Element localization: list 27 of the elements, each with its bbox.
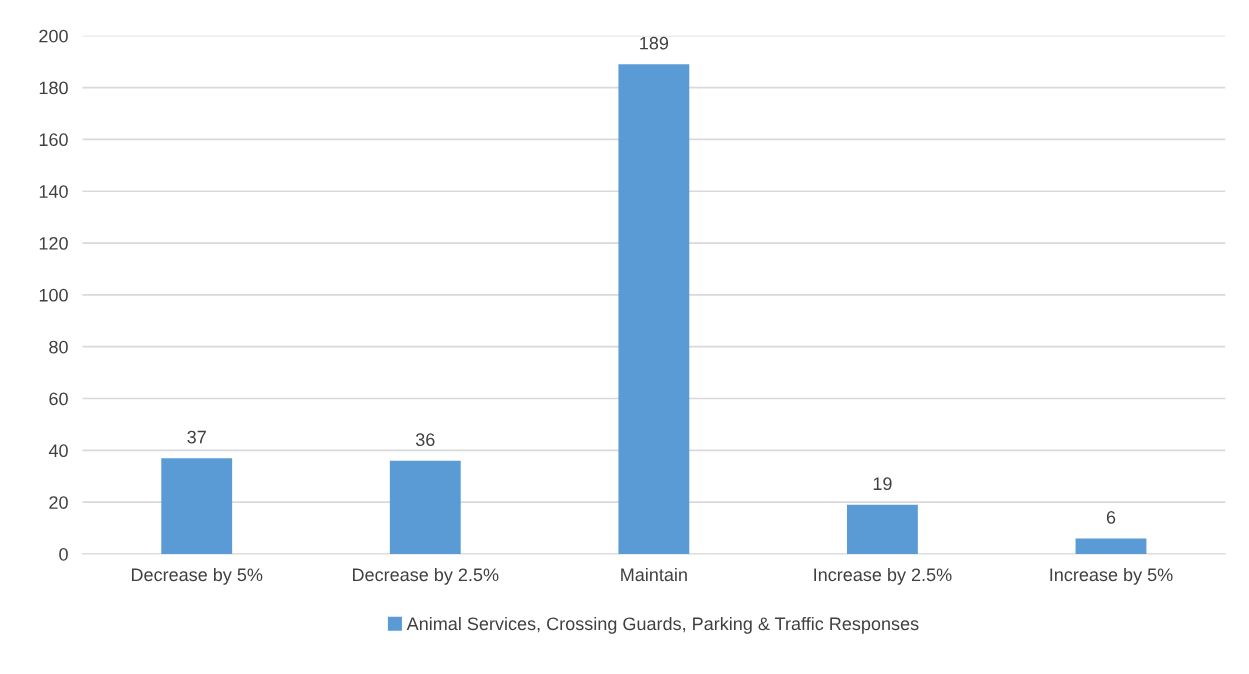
y-tick-label: 100	[39, 288, 68, 302]
data-label: 19	[873, 477, 892, 491]
y-tick-label: 200	[39, 29, 68, 43]
x-tick-label: Decrease by 5%	[131, 567, 263, 585]
legend-label: Animal Services, Crossing Guards, Parking & Traffic Responses	[406, 616, 919, 634]
y-tick-label: 20	[49, 496, 68, 509]
y-tick-label: 180	[39, 81, 68, 95]
bar	[618, 64, 690, 555]
y-tick-label: 160	[39, 133, 68, 147]
x-tick-label: Increase by 5%	[1050, 567, 1173, 585]
y-tick-label: 80	[49, 340, 68, 354]
x-tick-label: Maintain	[621, 567, 687, 582]
bar	[1075, 538, 1147, 555]
bar	[389, 460, 461, 555]
data-label: 36	[415, 433, 435, 447]
bar	[161, 458, 233, 555]
y-tick-label: 60	[49, 392, 68, 406]
y-tick-label: 40	[48, 444, 68, 458]
y-tick-label: 140	[39, 185, 68, 198]
bar	[846, 504, 918, 555]
data-label: 37	[187, 430, 206, 444]
x-tick-label: Decrease by 2.5%	[353, 567, 499, 585]
y-tick-label: 0	[59, 547, 68, 561]
data-label: 6	[1106, 511, 1116, 524]
y-tick-label: 120	[39, 236, 68, 250]
x-tick-label: Increase by 2.5%	[814, 567, 952, 585]
data-label: 189	[640, 36, 669, 50]
